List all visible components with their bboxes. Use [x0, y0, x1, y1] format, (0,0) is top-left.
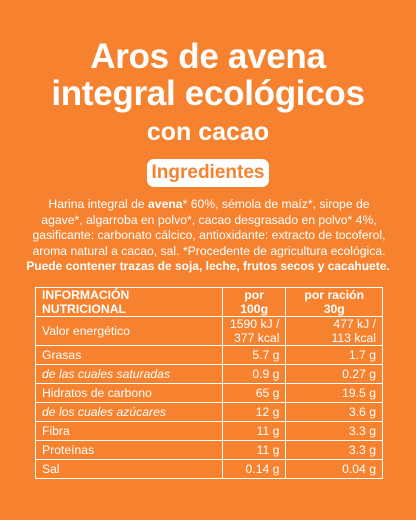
title-line: Aros de avena [90, 37, 326, 76]
nutrient-label: de las cuales saturadas [35, 364, 223, 384]
header-cell: por ración 30g [285, 287, 383, 317]
nutrition-row: Grasas 5.7 g 1.7 g [35, 345, 383, 365]
nutrition-row: Proteínas 11 g 3.3 g [35, 440, 383, 460]
ingredients-text: Harina integral de [48, 197, 149, 211]
header-cell: INFORMACIÓN NUTRICIONAL [35, 287, 223, 317]
value-line: 12 g [255, 405, 280, 419]
header-cell: por 100g [221, 287, 287, 317]
nutrient-label: Sal [35, 459, 223, 479]
value-line: 11 g [256, 424, 280, 438]
value-line: 3.3 g [348, 424, 376, 438]
value-line: 11 g [256, 443, 280, 457]
nutrition-row: Fibra 11 g 3.3 g [35, 421, 383, 441]
nutrient-value: 1.7 g [285, 345, 383, 365]
value-line: 65 g [255, 386, 280, 400]
nutrient-value: 477 kJ /113 kcal [285, 316, 383, 346]
value-line: 3.6 g [348, 405, 376, 419]
nutrient-value: 11 g [221, 440, 287, 460]
value-line: 3.3 g [348, 443, 376, 457]
nutrition-row: Sal 0.14 g 0.04 g [35, 459, 383, 479]
ingredients: Harina integral de avena* 60%, sémola de… [30, 197, 388, 259]
subtitle: con cacao [146, 118, 270, 146]
nutrient-value: 1590 kJ /377 kcal [221, 316, 287, 346]
nutrient-value: 0.04 g [285, 459, 383, 479]
header-row: INFORMACIÓN NUTRICIONAL por 100g por ració… [35, 287, 383, 317]
nutrient-value: 0.27 g [285, 364, 383, 384]
value-line: 0.27 g [342, 367, 376, 381]
nutrient-label: Fibra [35, 421, 223, 441]
nutrient-label: Grasas [35, 345, 223, 365]
title: Aros de avena integral ecológicos [0, 38, 416, 112]
nutrient-value: 11 g [221, 421, 287, 441]
nutrition-row: de las cuales saturadas 0.9 g 0.27 g [35, 364, 383, 384]
value-line: 0.04 g [342, 462, 376, 476]
value-line: 1.7 g [348, 348, 376, 362]
value-line: 0.14 g [245, 462, 280, 476]
value-line: 1590 kJ / [229, 317, 280, 331]
nutrient-value: 3.3 g [285, 440, 383, 460]
ingredients-text: * 60%, sémola de maíz*, sirope de agave*… [32, 197, 386, 258]
ingredients-heading: Ingredientes [147, 159, 269, 187]
value-line: 5.7 g [252, 348, 280, 362]
nutrition-row: Hidratos de carbono 65 g 19.5 g [35, 383, 383, 403]
allergens: Puede contener trazas de soja, leche, fr… [26, 259, 390, 273]
value-line: 477 kJ / [333, 317, 376, 331]
nutrient-label: de los cuales azúcares [35, 402, 223, 422]
nutrition-row: de los cuales azúcares 12 g 3.6 g [35, 402, 383, 422]
nutrient-label: Hidratos de carbono [35, 383, 223, 403]
nutrition-row: Valor energético 1590 kJ /377 kcal 477 kJ … [35, 316, 383, 346]
value-line: 113 kcal [331, 331, 377, 345]
nutrient-label: Valor energético [35, 316, 223, 346]
ingredients-bold: avena [148, 197, 183, 211]
nutrition-table: INFORMACIÓN NUTRICIONAL por 100g por ració… [35, 287, 383, 479]
nutrient-value: 0.14 g [221, 459, 287, 479]
value-line: 377 kcal [234, 331, 280, 345]
nutrient-value: 12 g [221, 402, 287, 422]
nutrient-label: Proteínas [35, 440, 223, 460]
nutrient-value: 3.3 g [285, 421, 383, 441]
nutrient-value: 19.5 g [285, 383, 383, 403]
value-line: 19.5 g [342, 386, 376, 400]
title-line: integral ecológicos [51, 74, 365, 113]
value-line: 0.9 g [252, 367, 280, 381]
nutrient-value: 0.9 g [221, 364, 287, 384]
nutrient-value: 5.7 g [221, 345, 287, 365]
nutrient-value: 65 g [221, 383, 287, 403]
nutrient-value: 3.6 g [285, 402, 383, 422]
